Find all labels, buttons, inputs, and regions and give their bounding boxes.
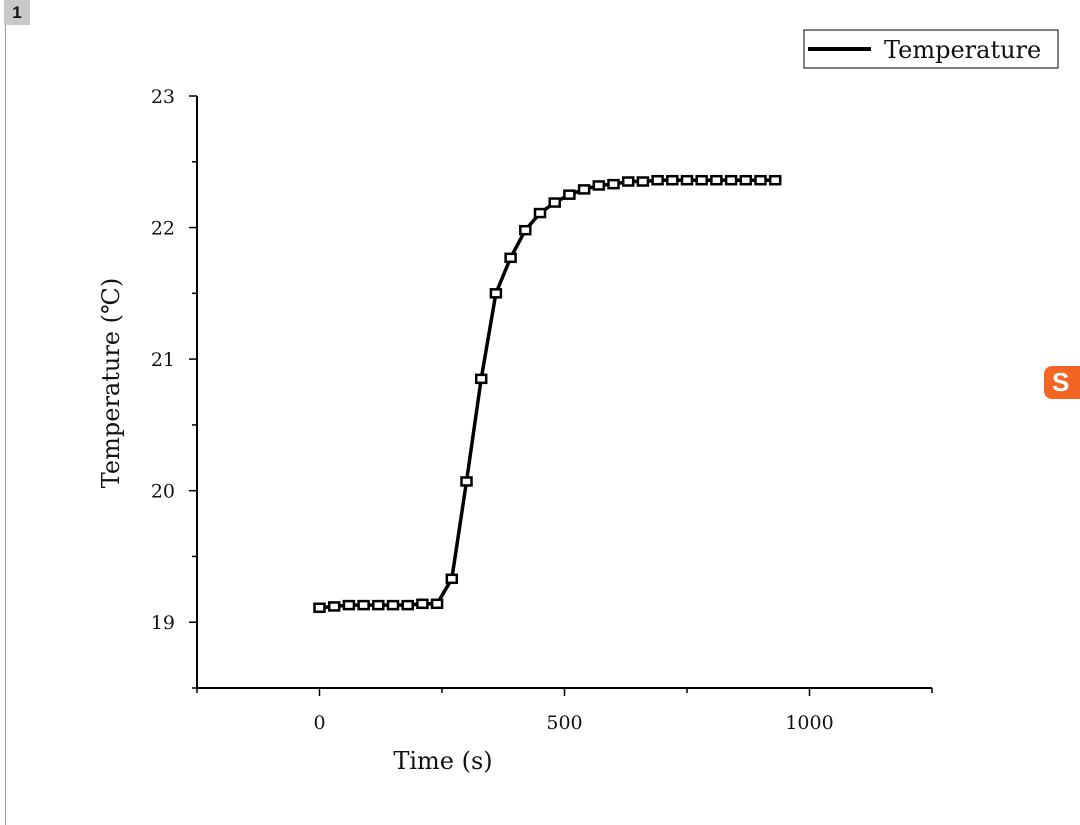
data-point-marker (327, 601, 341, 612)
page-number-label: 1 (4, 0, 30, 25)
data-point-marker (372, 599, 385, 611)
y-tick-label: 19 (151, 612, 175, 634)
data-point-marker (386, 599, 400, 611)
x-axis-title: Time (s) (393, 747, 492, 775)
data-point-marker (607, 178, 620, 190)
data-point-marker (342, 599, 356, 611)
x-tick-label: 0 (313, 712, 325, 734)
y-tick-label: 22 (151, 218, 175, 240)
data-point-marker (357, 599, 370, 611)
page-border (5, 25, 6, 825)
data-point-marker (416, 598, 429, 610)
data-point-marker (710, 174, 723, 186)
data-point-marker (621, 176, 635, 187)
data-point-marker (489, 288, 503, 299)
data-point-marker (592, 180, 606, 191)
data-point-marker (445, 573, 459, 585)
x-tick-label: 1000 (785, 712, 833, 734)
y-tick-label: 23 (151, 86, 175, 108)
data-point-marker (754, 174, 767, 186)
data-point-marker (636, 176, 650, 187)
data-point-marker (768, 174, 782, 186)
data-point-marker (401, 599, 414, 611)
y-tick-label: 21 (151, 349, 175, 371)
data-point-marker (666, 174, 679, 186)
data-point-marker (474, 373, 488, 385)
data-point-marker (533, 207, 547, 219)
x-tick-label: 500 (546, 712, 582, 734)
legend-box (803, 29, 1059, 69)
data-point-marker (739, 174, 753, 186)
data-point-marker (313, 602, 326, 614)
data-point-marker (577, 184, 591, 195)
data-point-marker (695, 174, 708, 186)
legend-label: Temperature (884, 36, 1041, 64)
data-point-marker (430, 598, 444, 610)
sogou-input-icon[interactable]: S (1044, 366, 1080, 399)
data-point-marker (724, 174, 738, 186)
data-point-marker (680, 174, 694, 186)
data-point-marker (651, 174, 664, 186)
data-point-marker (504, 252, 517, 264)
data-point-marker (563, 189, 576, 200)
y-tick-label: 20 (151, 481, 175, 503)
y-axis-title: Temperature (℃) (97, 278, 125, 488)
temperature-line (319, 178, 776, 610)
data-point-marker (519, 224, 532, 236)
data-point-marker (548, 197, 561, 208)
data-point-marker (460, 476, 473, 487)
